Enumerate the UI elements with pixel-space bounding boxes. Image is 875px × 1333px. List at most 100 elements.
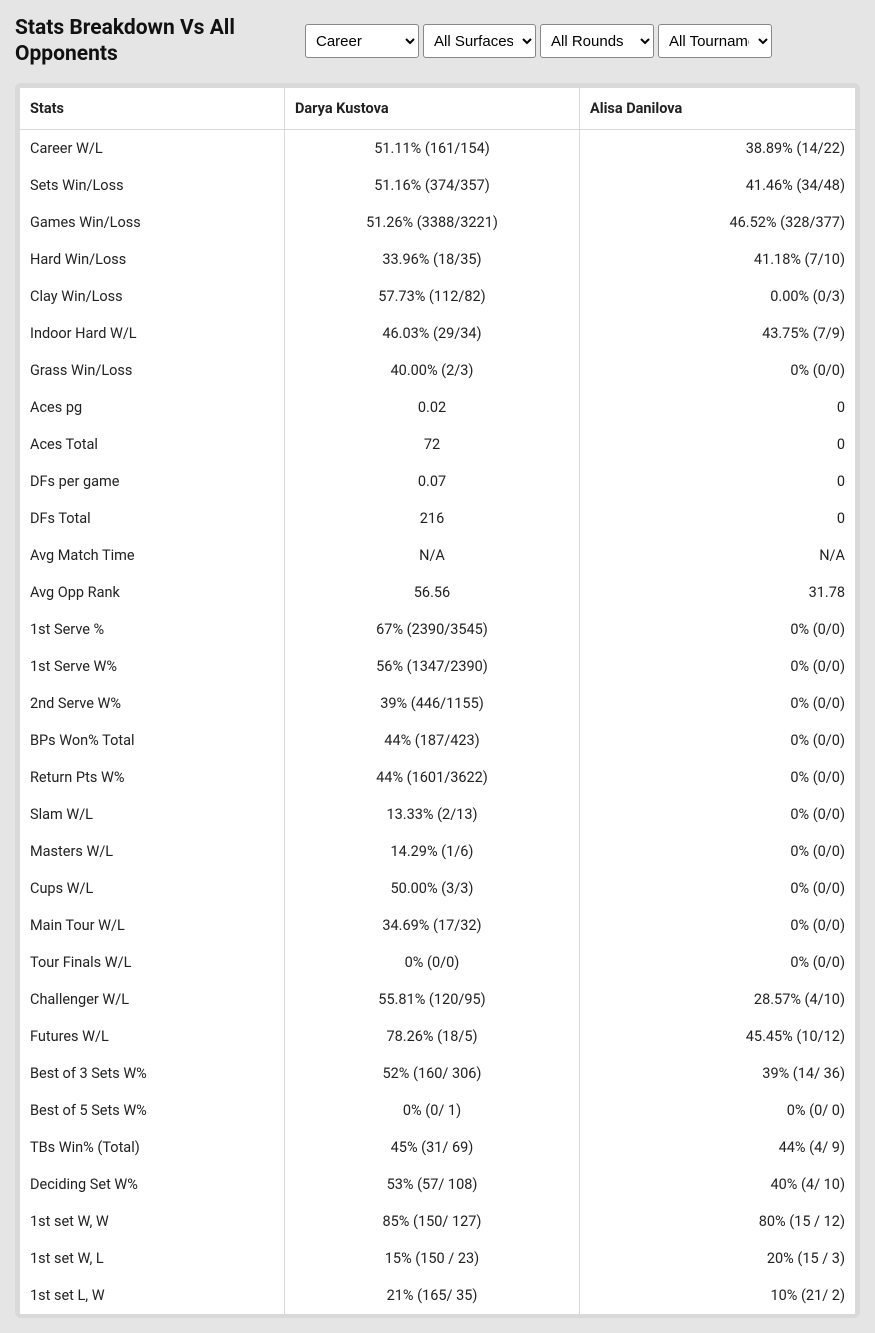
stat-label: Indoor Hard W/L xyxy=(20,315,285,352)
player2-value: 41.18% (7/10) xyxy=(580,241,856,278)
page-title: Stats Breakdown Vs All Opponents xyxy=(15,15,295,68)
stat-label: Best of 5 Sets W% xyxy=(20,1092,285,1129)
table-row: Masters W/L14.29% (1/6)0% (0/0) xyxy=(20,833,856,870)
player1-value: 21% (165/ 35) xyxy=(285,1277,580,1314)
stat-label: Best of 3 Sets W% xyxy=(20,1055,285,1092)
table-row: 1st set W, W85% (150/ 127)80% (15 / 12) xyxy=(20,1203,856,1240)
table-row: Slam W/L13.33% (2/13)0% (0/0) xyxy=(20,796,856,833)
filter-tournament-select[interactable]: All Tournaments xyxy=(658,24,772,58)
table-row: Aces Total720 xyxy=(20,426,856,463)
stat-label: Challenger W/L xyxy=(20,981,285,1018)
table-row: Avg Match TimeN/AN/A xyxy=(20,537,856,574)
table-row: 1st set L, W21% (165/ 35)10% (21/ 2) xyxy=(20,1277,856,1314)
col-header-player1: Darya Kustova xyxy=(285,87,580,129)
table-row: Career W/L51.11% (161/154)38.89% (14/22) xyxy=(20,129,856,167)
table-row: Challenger W/L55.81% (120/95)28.57% (4/1… xyxy=(20,981,856,1018)
table-row: Best of 5 Sets W%0% (0/ 1)0% (0/ 0) xyxy=(20,1092,856,1129)
table-row: 1st Serve %67% (2390/3545)0% (0/0) xyxy=(20,611,856,648)
stat-label: 1st set L, W xyxy=(20,1277,285,1314)
stat-label: DFs Total xyxy=(20,500,285,537)
table-row: Cups W/L50.00% (3/3)0% (0/0) xyxy=(20,870,856,907)
player2-value: 40% (4/ 10) xyxy=(580,1166,856,1203)
player1-value: 15% (150 / 23) xyxy=(285,1240,580,1277)
stat-label: Aces Total xyxy=(20,426,285,463)
player2-value: 0.00% (0/3) xyxy=(580,278,856,315)
stat-label: Masters W/L xyxy=(20,833,285,870)
table-row: 2nd Serve W%39% (446/1155)0% (0/0) xyxy=(20,685,856,722)
player2-value: 28.57% (4/10) xyxy=(580,981,856,1018)
stat-label: 1st Serve W% xyxy=(20,648,285,685)
player2-value: 46.52% (328/377) xyxy=(580,204,856,241)
player2-value: 0% (0/0) xyxy=(580,648,856,685)
player2-value: 0% (0/0) xyxy=(580,759,856,796)
stat-label: 2nd Serve W% xyxy=(20,685,285,722)
player2-value: 0% (0/0) xyxy=(580,833,856,870)
col-header-player2: Alisa Danilova xyxy=(580,87,856,129)
table-row: BPs Won% Total44% (187/423)0% (0/0) xyxy=(20,722,856,759)
table-row: Deciding Set W%53% (57/ 108)40% (4/ 10) xyxy=(20,1166,856,1203)
stat-label: 1st Serve % xyxy=(20,611,285,648)
player1-value: 0% (0/ 1) xyxy=(285,1092,580,1129)
stat-label: Tour Finals W/L xyxy=(20,944,285,981)
player2-value: 31.78 xyxy=(580,574,856,611)
player2-value: 0% (0/ 0) xyxy=(580,1092,856,1129)
stat-label: Avg Opp Rank xyxy=(20,574,285,611)
player2-value: 0% (0/0) xyxy=(580,944,856,981)
stat-label: Deciding Set W% xyxy=(20,1166,285,1203)
player1-value: 50.00% (3/3) xyxy=(285,870,580,907)
player1-value: 33.96% (18/35) xyxy=(285,241,580,278)
player2-value: 0% (0/0) xyxy=(580,870,856,907)
table-row: Aces pg0.020 xyxy=(20,389,856,426)
table-row: Tour Finals W/L0% (0/0)0% (0/0) xyxy=(20,944,856,981)
stat-label: Slam W/L xyxy=(20,796,285,833)
player1-value: 44% (1601/3622) xyxy=(285,759,580,796)
player2-value: 0 xyxy=(580,389,856,426)
table-row: 1st set W, L15% (150 / 23)20% (15 / 3) xyxy=(20,1240,856,1277)
player2-value: 0% (0/0) xyxy=(580,352,856,389)
table-row: DFs Total2160 xyxy=(20,500,856,537)
player1-value: 216 xyxy=(285,500,580,537)
filter-period-select[interactable]: Career xyxy=(305,24,419,58)
stat-label: Hard Win/Loss xyxy=(20,241,285,278)
table-row: DFs per game0.070 xyxy=(20,463,856,500)
player1-value: 34.69% (17/32) xyxy=(285,907,580,944)
player1-value: 85% (150/ 127) xyxy=(285,1203,580,1240)
stat-label: TBs Win% (Total) xyxy=(20,1129,285,1166)
filter-round-select[interactable]: All Rounds xyxy=(540,24,654,58)
stats-table-container: Stats Darya Kustova Alisa Danilova Caree… xyxy=(15,83,860,1318)
stat-label: Clay Win/Loss xyxy=(20,278,285,315)
player2-value: 39% (14/ 36) xyxy=(580,1055,856,1092)
player1-value: 46.03% (29/34) xyxy=(285,315,580,352)
filter-surface-select[interactable]: All Surfaces xyxy=(423,24,536,58)
player2-value: 0 xyxy=(580,463,856,500)
stat-label: Sets Win/Loss xyxy=(20,167,285,204)
player2-value: 80% (15 / 12) xyxy=(580,1203,856,1240)
player2-value: 0% (0/0) xyxy=(580,685,856,722)
table-row: Games Win/Loss51.26% (3388/3221)46.52% (… xyxy=(20,204,856,241)
table-row: Best of 3 Sets W%52% (160/ 306)39% (14/ … xyxy=(20,1055,856,1092)
table-row: 1st Serve W%56% (1347/2390)0% (0/0) xyxy=(20,648,856,685)
player1-value: 40.00% (2/3) xyxy=(285,352,580,389)
player2-value: 0% (0/0) xyxy=(580,722,856,759)
player1-value: 72 xyxy=(285,426,580,463)
stat-label: Avg Match Time xyxy=(20,537,285,574)
player1-value: 0% (0/0) xyxy=(285,944,580,981)
stat-label: DFs per game xyxy=(20,463,285,500)
player2-value: 41.46% (34/48) xyxy=(580,167,856,204)
stat-label: Grass Win/Loss xyxy=(20,352,285,389)
player1-value: 78.26% (18/5) xyxy=(285,1018,580,1055)
player1-value: 52% (160/ 306) xyxy=(285,1055,580,1092)
table-row: Sets Win/Loss51.16% (374/357)41.46% (34/… xyxy=(20,167,856,204)
stat-label: Aces pg xyxy=(20,389,285,426)
stat-label: Main Tour W/L xyxy=(20,907,285,944)
player1-value: 39% (446/1155) xyxy=(285,685,580,722)
player1-value: 14.29% (1/6) xyxy=(285,833,580,870)
player2-value: 45.45% (10/12) xyxy=(580,1018,856,1055)
stat-label: 1st set W, W xyxy=(20,1203,285,1240)
table-row: Futures W/L78.26% (18/5)45.45% (10/12) xyxy=(20,1018,856,1055)
stat-label: BPs Won% Total xyxy=(20,722,285,759)
stat-label: Career W/L xyxy=(20,129,285,167)
stat-label: Return Pts W% xyxy=(20,759,285,796)
player2-value: 44% (4/ 9) xyxy=(580,1129,856,1166)
player1-value: 67% (2390/3545) xyxy=(285,611,580,648)
